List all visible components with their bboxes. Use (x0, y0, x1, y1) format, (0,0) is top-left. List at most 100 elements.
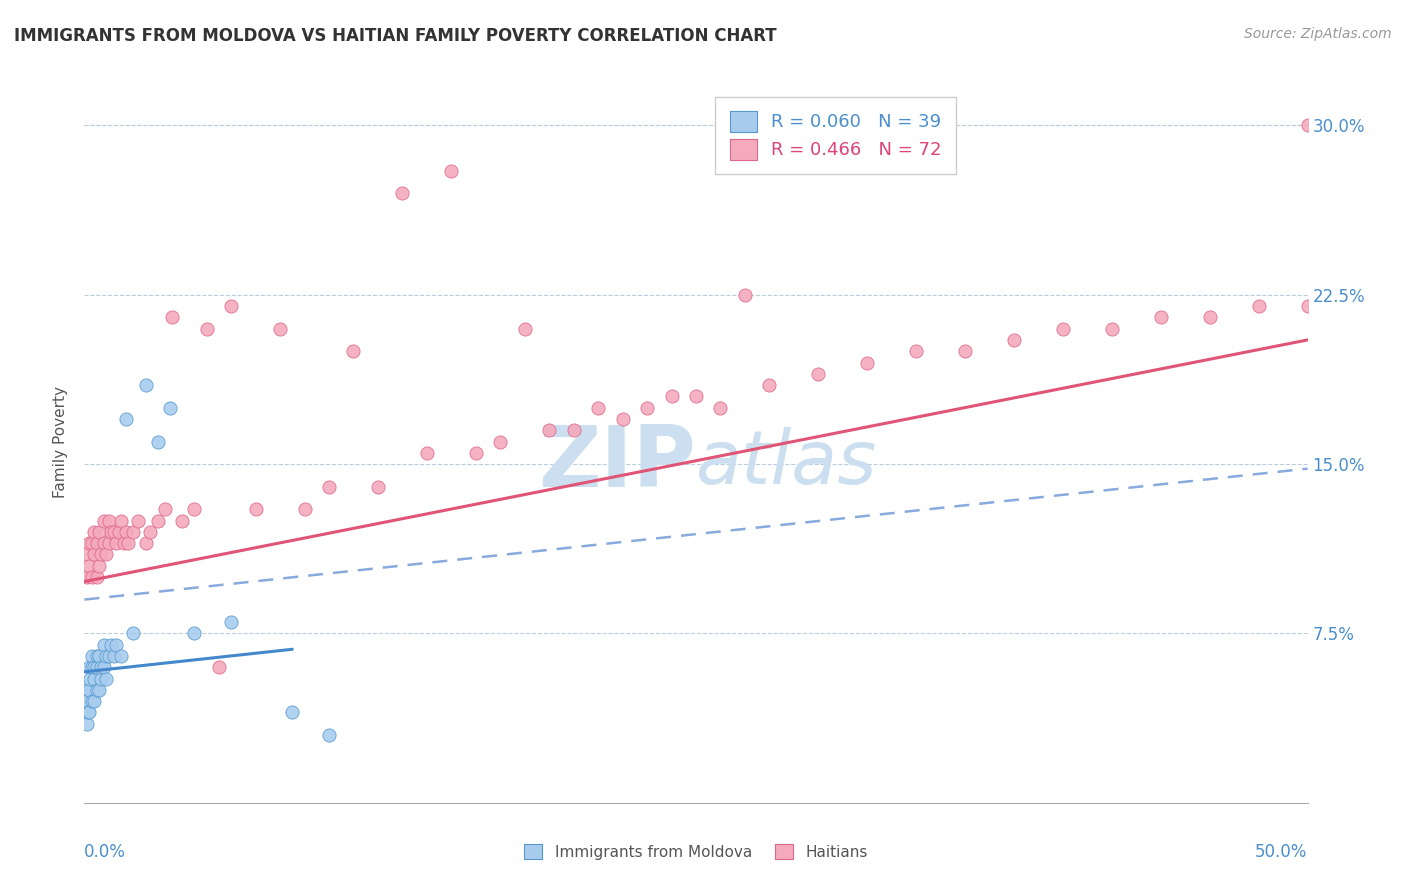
Point (281, 706, 304, 720)
Point (1002, 333, 1025, 347)
Point (586, 401, 609, 415)
Point (135, 536, 157, 550)
Point (105, 638, 128, 652)
Point (709, 401, 731, 415)
Point (103, 648, 125, 663)
Point (80, 536, 103, 550)
Point (391, 186, 413, 201)
Point (183, 626, 205, 640)
Point (734, 287, 756, 301)
Point (93, 638, 115, 652)
Point (86, 570, 108, 584)
Point (107, 524, 129, 539)
Point (117, 536, 139, 550)
Point (1052, 321, 1074, 335)
Point (318, 728, 340, 742)
Point (83, 548, 105, 562)
Point (87, 524, 110, 539)
Point (146, 434, 169, 449)
Point (294, 502, 316, 516)
Point (122, 524, 145, 539)
Point (342, 344, 364, 359)
Point (77, 536, 100, 550)
Point (219, 615, 242, 630)
Point (139, 524, 162, 539)
Point (93, 514, 115, 528)
Point (97, 536, 120, 550)
Point (100, 524, 122, 539)
Text: atlas: atlas (696, 427, 877, 500)
Point (75, 682, 97, 697)
Point (1150, 310, 1173, 325)
Point (153, 502, 176, 516)
Point (807, 367, 830, 381)
Point (162, 310, 184, 325)
Point (636, 401, 658, 415)
Point (93, 536, 115, 550)
Point (105, 536, 128, 550)
Point (367, 480, 389, 494)
Text: Source: ZipAtlas.com: Source: ZipAtlas.com (1244, 27, 1392, 41)
Point (77, 706, 100, 720)
Point (1101, 321, 1123, 335)
Point (1296, 299, 1319, 313)
Point (219, 299, 242, 313)
Point (76, 548, 98, 562)
Point (612, 412, 634, 426)
Point (97, 648, 120, 663)
Point (685, 389, 707, 403)
Point (87, 648, 110, 663)
Point (115, 412, 138, 426)
Point (77, 706, 100, 720)
Point (856, 355, 879, 369)
Point (464, 446, 486, 460)
Point (538, 423, 561, 437)
Point (80, 694, 103, 708)
Point (661, 389, 683, 403)
Point (79, 672, 101, 686)
Point (100, 638, 122, 652)
Point (208, 660, 231, 674)
Text: 50.0%: 50.0% (1256, 843, 1308, 861)
Point (122, 626, 145, 640)
Text: IMMIGRANTS FROM MOLDOVA VS HAITIAN FAMILY POVERTY CORRELATION CHART: IMMIGRANTS FROM MOLDOVA VS HAITIAN FAMIL… (14, 27, 776, 45)
Point (77, 558, 100, 573)
Point (86, 648, 108, 663)
Point (172, 514, 194, 528)
Point (110, 514, 132, 528)
Point (77, 660, 100, 674)
Point (86, 660, 108, 674)
Point (1247, 299, 1270, 313)
Legend: Immigrants from Moldova, Haitians: Immigrants from Moldova, Haitians (516, 836, 876, 867)
Point (318, 480, 340, 494)
Point (115, 524, 138, 539)
Point (97, 514, 120, 528)
Point (86, 682, 108, 697)
Point (127, 514, 149, 528)
Text: 0.0%: 0.0% (84, 843, 127, 861)
Point (562, 423, 585, 437)
Point (183, 502, 205, 516)
Point (83, 660, 105, 674)
Point (269, 321, 291, 335)
Point (87, 558, 110, 573)
Point (90, 548, 112, 562)
Point (80, 660, 103, 674)
Point (195, 321, 218, 335)
Point (80, 648, 103, 663)
Point (76, 694, 98, 708)
Y-axis label: Family Poverty: Family Poverty (53, 385, 69, 498)
Point (112, 536, 135, 550)
Point (96, 548, 118, 562)
Point (103, 524, 125, 539)
Point (489, 434, 512, 449)
Point (416, 446, 439, 460)
Point (83, 672, 105, 686)
Point (90, 660, 112, 674)
Point (245, 502, 267, 516)
Point (1198, 310, 1220, 325)
Point (77, 682, 100, 697)
Point (1296, 119, 1319, 133)
Point (135, 378, 157, 392)
Point (87, 682, 110, 697)
